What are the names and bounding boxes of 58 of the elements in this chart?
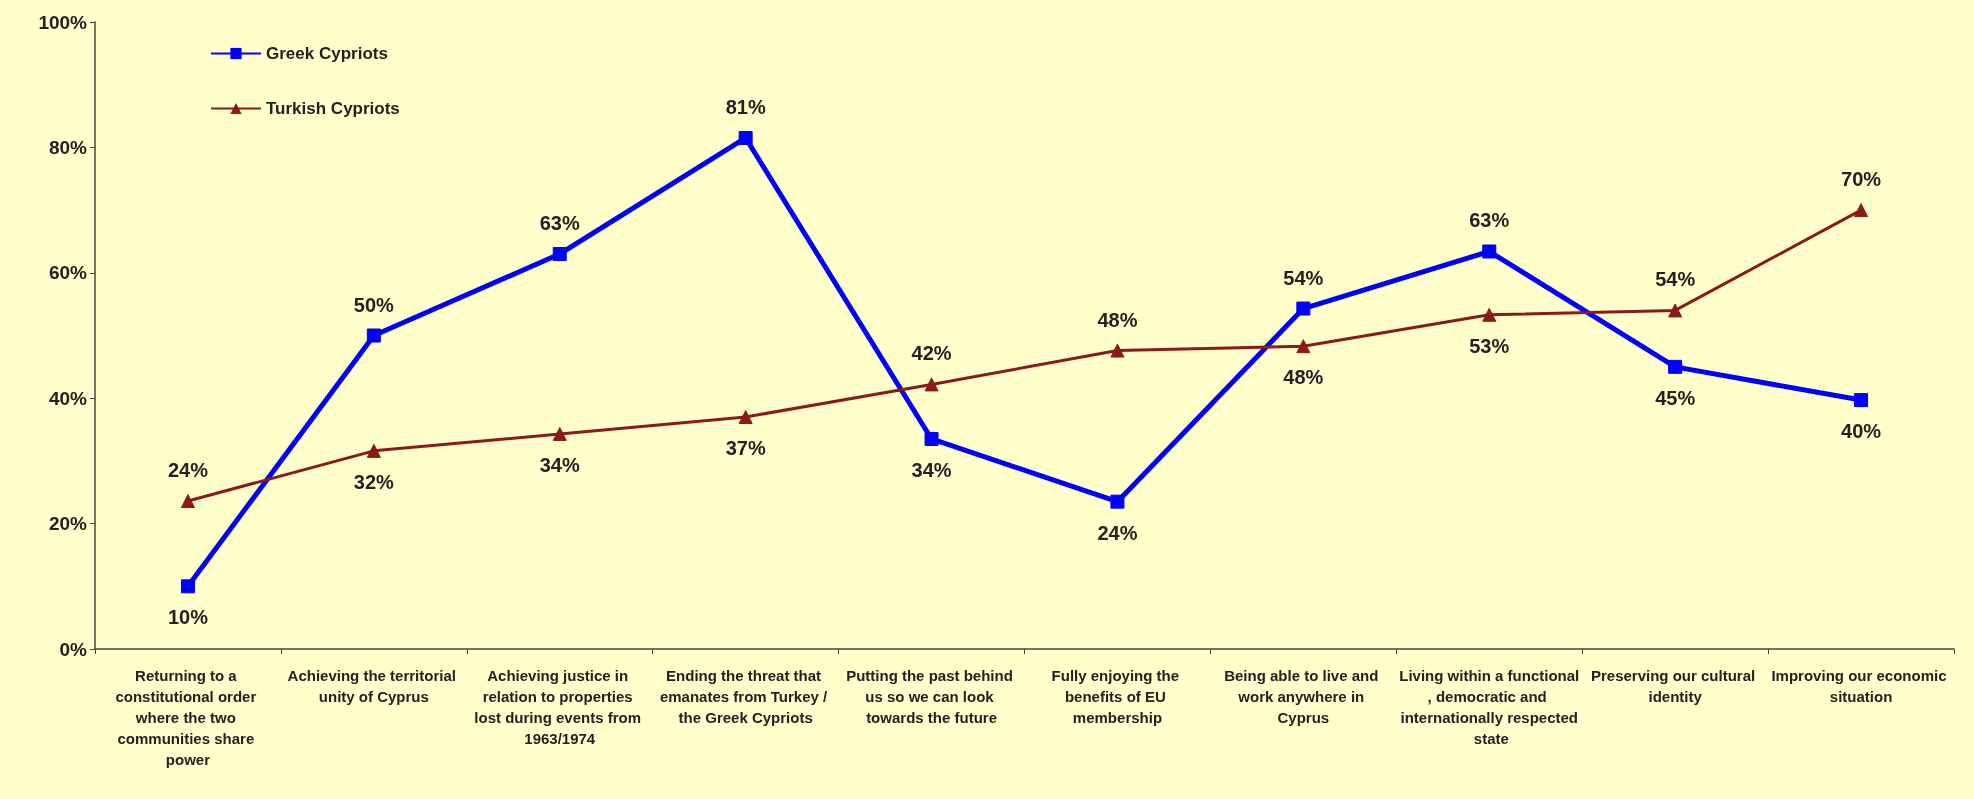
data-label: 48% bbox=[1283, 366, 1324, 389]
data-label: 53% bbox=[1469, 334, 1510, 357]
data-label: 70% bbox=[1841, 168, 1882, 191]
data-label: 42% bbox=[911, 342, 952, 365]
x-tick-label: Fully enjoying the benefits of EU membership bbox=[1051, 667, 1184, 726]
point bbox=[552, 426, 567, 441]
data-label: 24% bbox=[167, 459, 209, 482]
x-tick-label: Putting the past behind us so we can look towards the future bbox=[846, 667, 1017, 726]
data-label: 81% bbox=[725, 96, 766, 118]
y-tick-label: 20% bbox=[48, 513, 88, 535]
point bbox=[366, 328, 381, 343]
point bbox=[1668, 359, 1683, 374]
point bbox=[1110, 343, 1125, 358]
data-label: 40% bbox=[1841, 420, 1882, 443]
point bbox=[738, 130, 753, 145]
point bbox=[924, 431, 939, 446]
point bbox=[1296, 339, 1311, 354]
x-tick-label: Preserving our cultural identity bbox=[1590, 667, 1760, 705]
point bbox=[1296, 301, 1311, 316]
data-label: 48% bbox=[1097, 308, 1138, 331]
point bbox=[1482, 244, 1497, 259]
data-label: 45% bbox=[1655, 386, 1696, 409]
point bbox=[1854, 203, 1869, 218]
point bbox=[1482, 307, 1497, 322]
x-tick-label: Achieving the territorial unity of Cyprus bbox=[287, 667, 461, 705]
data-label: 34% bbox=[539, 453, 580, 476]
data-label: 63% bbox=[1469, 209, 1510, 232]
point bbox=[1668, 303, 1683, 318]
y-tick-label: 0% bbox=[59, 638, 88, 660]
x-tick-label: Ending the threat that emanates from Turkey / the Greek Cypriots bbox=[659, 667, 832, 726]
y-tick-label: 80% bbox=[48, 136, 88, 158]
point bbox=[924, 377, 939, 392]
y-tick-label: 100% bbox=[38, 11, 88, 33]
legend-label: Turkish Cypriots bbox=[266, 99, 400, 118]
point bbox=[180, 494, 195, 509]
point bbox=[366, 443, 381, 458]
point bbox=[180, 579, 195, 594]
y-tick-label: 60% bbox=[48, 262, 88, 284]
legend-label: Greek Cypriots bbox=[266, 44, 388, 63]
data-label: 37% bbox=[725, 437, 766, 460]
point bbox=[1854, 393, 1869, 408]
data-label: 32% bbox=[353, 470, 395, 493]
x-tick-label: Returning to a constitutional order where the two communities share power bbox=[115, 667, 261, 768]
point bbox=[552, 246, 567, 261]
x-tick-label: Living within a functional, democratic and internationally respected state bbox=[1399, 667, 1580, 747]
point bbox=[1110, 494, 1125, 509]
data-label: 54% bbox=[1655, 268, 1696, 291]
point bbox=[738, 410, 753, 425]
data-label: 50% bbox=[353, 293, 395, 316]
x-tick-label: Being able to live and work anywhere in Cyprus bbox=[1224, 667, 1383, 726]
y-tick-label: 40% bbox=[48, 387, 88, 409]
data-label: 10% bbox=[167, 606, 209, 629]
data-label: 34% bbox=[911, 458, 952, 481]
x-tick-label: Improving our economic situation bbox=[1771, 667, 1951, 705]
x-tick-label: Achieving justice in relation to properties lost during events from 1963/1974 bbox=[474, 667, 646, 747]
data-label: 63% bbox=[539, 211, 580, 234]
data-label: 24% bbox=[1097, 521, 1138, 544]
data-label: 54% bbox=[1283, 266, 1324, 289]
